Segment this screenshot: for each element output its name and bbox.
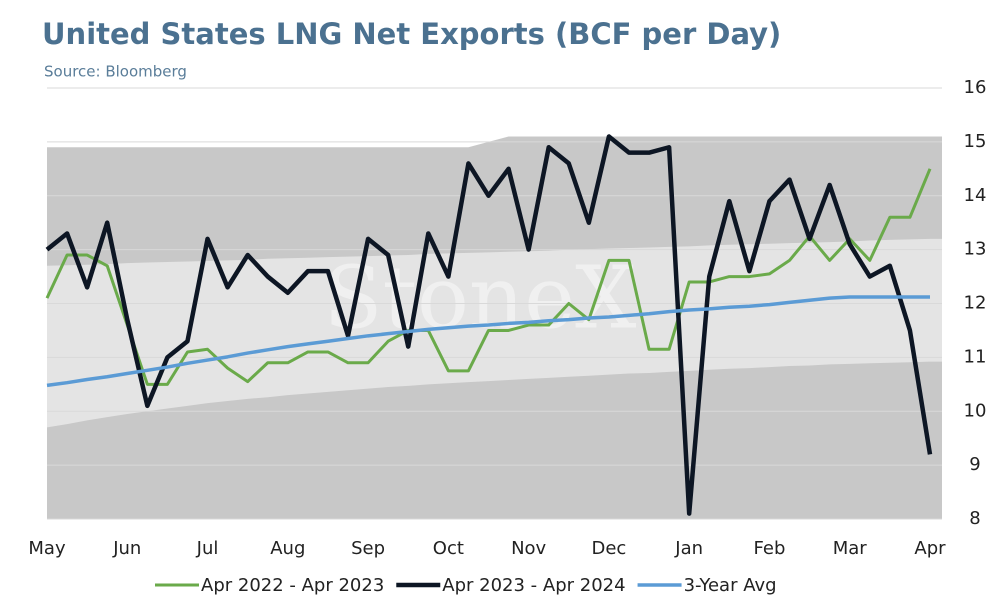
x-tick-label: Jul — [196, 538, 219, 559]
series-line — [45, 168, 932, 386]
x-tick-label: May — [28, 538, 66, 559]
watermark: StoneX — [324, 249, 637, 349]
legend-label: Apr 2022 - Apr 2023 — [201, 575, 384, 596]
x-tick-label: Nov — [511, 538, 546, 559]
legend-item: Apr 2023 - Apr 2024 — [396, 575, 626, 596]
x-tick-label: Apr — [914, 538, 946, 559]
y-tick-label: 8 — [969, 508, 980, 529]
x-tick-label: Jan — [674, 538, 703, 559]
y-tick-label: 12 — [964, 293, 987, 314]
chart-subtitle: Source: Bloomberg — [44, 63, 187, 81]
legend-label: 3-Year Avg — [684, 575, 777, 596]
y-tick-label: 11 — [964, 346, 987, 367]
x-tick-label: Sep — [351, 538, 385, 559]
x-tick-label: Feb — [754, 538, 786, 559]
y-tick-label: 14 — [964, 185, 987, 206]
x-tick-label: Mar — [833, 538, 868, 559]
series-line — [46, 295, 930, 388]
legend-label: Apr 2023 - Apr 2024 — [442, 575, 625, 596]
x-tick-label: Aug — [270, 538, 305, 559]
legend-item: 3-Year Avg — [637, 575, 777, 596]
y-tick-label: 15 — [964, 131, 987, 152]
y-tick-label: 10 — [964, 400, 987, 421]
x-tick-label: Jun — [112, 538, 141, 559]
chart-title: United States LNG Net Exports (BCF per D… — [42, 17, 781, 51]
plot-area: StoneX — [45, 87, 942, 520]
x-tick-label: Dec — [591, 538, 626, 559]
series-line — [45, 134, 933, 516]
y-tick-label: 16 — [964, 77, 987, 98]
y-tick-label: 9 — [969, 454, 980, 475]
x-tick-label: Oct — [433, 538, 464, 559]
legend-item: Apr 2022 - Apr 2023 — [155, 575, 384, 596]
range-band — [47, 361, 942, 519]
y-tick-label: 13 — [964, 239, 987, 260]
